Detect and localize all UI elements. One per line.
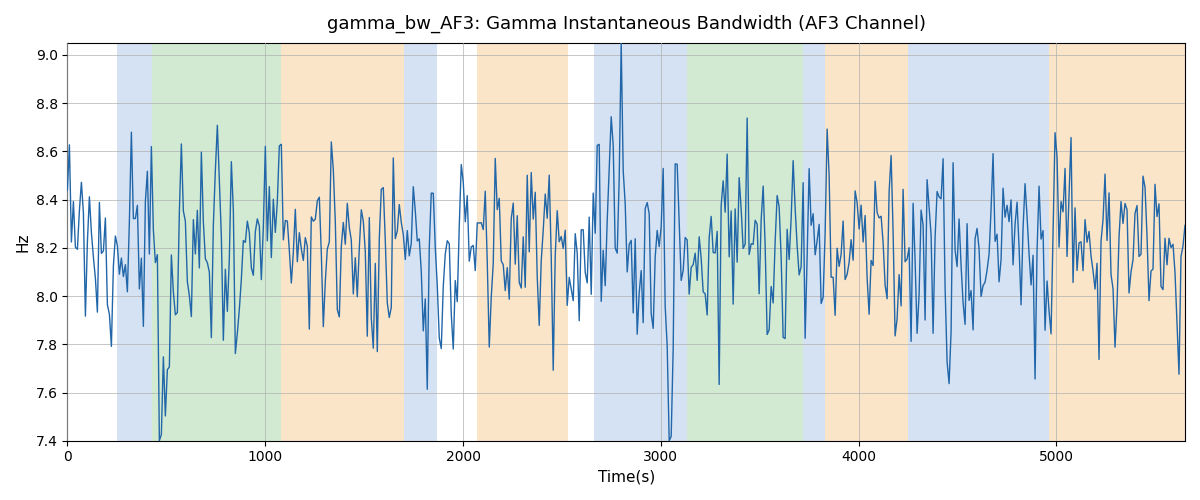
- Bar: [594, 43, 686, 440]
- X-axis label: Time(s): Time(s): [598, 470, 655, 485]
- Bar: [437, 43, 476, 440]
- Bar: [403, 43, 437, 440]
- Bar: [908, 43, 1049, 440]
- Bar: [281, 43, 403, 440]
- Bar: [1049, 43, 1186, 440]
- Y-axis label: Hz: Hz: [16, 232, 30, 252]
- Bar: [568, 43, 594, 440]
- Bar: [476, 43, 568, 440]
- Bar: [824, 43, 908, 440]
- Bar: [686, 43, 803, 440]
- Bar: [152, 43, 281, 440]
- Bar: [116, 43, 152, 440]
- Bar: [803, 43, 824, 440]
- Title: gamma_bw_AF3: Gamma Instantaneous Bandwidth (AF3 Channel): gamma_bw_AF3: Gamma Instantaneous Bandwi…: [326, 15, 925, 34]
